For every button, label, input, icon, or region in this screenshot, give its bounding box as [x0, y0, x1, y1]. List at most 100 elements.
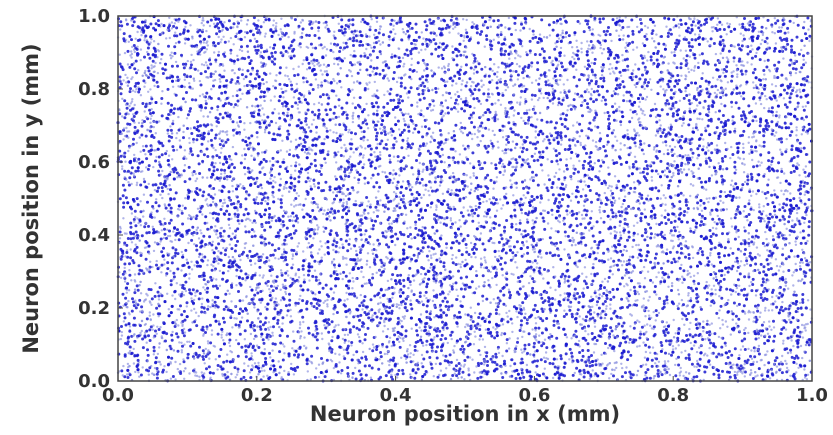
scatter-point — [214, 116, 218, 120]
scatter-point — [601, 95, 605, 99]
scatter-point — [661, 80, 665, 83]
scatter-point — [686, 207, 690, 210]
scatter-point — [261, 78, 265, 82]
scatter-point — [626, 146, 629, 150]
scatter-point — [420, 362, 423, 365]
scatter-point — [677, 256, 681, 260]
scatter-point — [427, 127, 431, 131]
scatter-point — [553, 201, 557, 205]
scatter-point — [397, 369, 401, 372]
scatter-point — [577, 57, 580, 61]
scatter-point — [448, 77, 452, 81]
scatter-point — [684, 240, 688, 243]
scatter-point — [343, 341, 346, 344]
scatter-point — [228, 344, 232, 348]
scatter-point — [347, 321, 351, 325]
scatter-point — [625, 90, 629, 94]
scatter-point — [714, 275, 718, 279]
scatter-point — [626, 34, 630, 38]
scatter-point — [665, 166, 669, 170]
scatter-point — [714, 233, 718, 237]
scatter-point — [210, 329, 214, 332]
scatter-point — [640, 325, 644, 329]
scatter-point — [236, 99, 240, 103]
scatter-point — [659, 197, 662, 200]
scatter-point — [291, 347, 294, 350]
scatter-point — [773, 134, 776, 137]
scatter-point — [536, 61, 540, 65]
scatter-point — [209, 203, 213, 207]
scatter-point — [728, 375, 732, 379]
scatter-point — [188, 137, 191, 140]
scatter-point — [720, 102, 723, 106]
scatter-point — [354, 106, 357, 110]
scatter-point — [801, 229, 805, 233]
scatter-point — [139, 254, 143, 257]
scatter-point — [612, 259, 616, 263]
scatter-point — [486, 150, 490, 154]
scatter-point — [510, 272, 513, 276]
scatter-point — [726, 58, 730, 61]
scatter-point — [347, 157, 351, 161]
scatter-point — [511, 330, 514, 334]
scatter-point — [784, 244, 787, 247]
scatter-point — [465, 275, 469, 279]
scatter-point — [446, 80, 449, 83]
scatter-point — [491, 69, 494, 73]
scatter-point — [325, 127, 328, 130]
scatter-point — [516, 340, 519, 344]
scatter-point — [359, 54, 363, 58]
scatter-point — [584, 338, 588, 342]
scatter-point — [123, 116, 127, 120]
scatter-point — [525, 51, 528, 54]
scatter-point — [150, 38, 153, 41]
scatter-point — [757, 367, 761, 371]
scatter-point — [128, 325, 132, 328]
scatter-point — [158, 346, 161, 349]
scatter-point — [282, 248, 286, 251]
scatter-point — [679, 49, 682, 52]
scatter-point — [124, 160, 127, 163]
scatter-point — [176, 267, 180, 271]
scatter-point — [230, 300, 233, 303]
scatter-point — [673, 160, 676, 163]
scatter-point — [135, 47, 139, 51]
scatter-point — [598, 17, 602, 21]
scatter-point — [742, 34, 745, 37]
scatter-point — [340, 369, 344, 372]
scatter-point — [331, 335, 334, 339]
scatter-point — [149, 22, 153, 26]
scatter-point — [217, 262, 220, 265]
scatter-point — [263, 237, 267, 241]
scatter-point — [381, 61, 385, 64]
scatter-point — [238, 48, 242, 51]
scatter-point — [785, 105, 789, 109]
scatter-point — [279, 149, 282, 152]
scatter-point — [212, 165, 216, 169]
scatter-point — [200, 63, 204, 66]
scatter-point — [521, 45, 524, 48]
scatter-point — [228, 338, 232, 342]
scatter-point — [313, 34, 317, 37]
scatter-point — [561, 182, 564, 186]
scatter-point — [216, 42, 220, 45]
scatter-point — [199, 109, 203, 112]
scatter-point — [782, 22, 786, 26]
scatter-point — [587, 355, 591, 359]
scatter-point — [733, 45, 736, 48]
scatter-point — [370, 59, 373, 62]
scatter-point — [366, 83, 369, 86]
scatter-point — [613, 199, 617, 202]
scatter-point — [449, 96, 453, 100]
scatter-point — [739, 249, 742, 253]
scatter-point — [801, 293, 805, 296]
scatter-point — [464, 325, 467, 329]
scatter-point — [511, 322, 514, 325]
scatter-point — [343, 338, 347, 342]
scatter-point — [570, 209, 574, 213]
scatter-point — [530, 115, 533, 119]
scatter-point — [202, 41, 205, 44]
scatter-point — [227, 341, 231, 344]
scatter-point — [118, 230, 122, 234]
